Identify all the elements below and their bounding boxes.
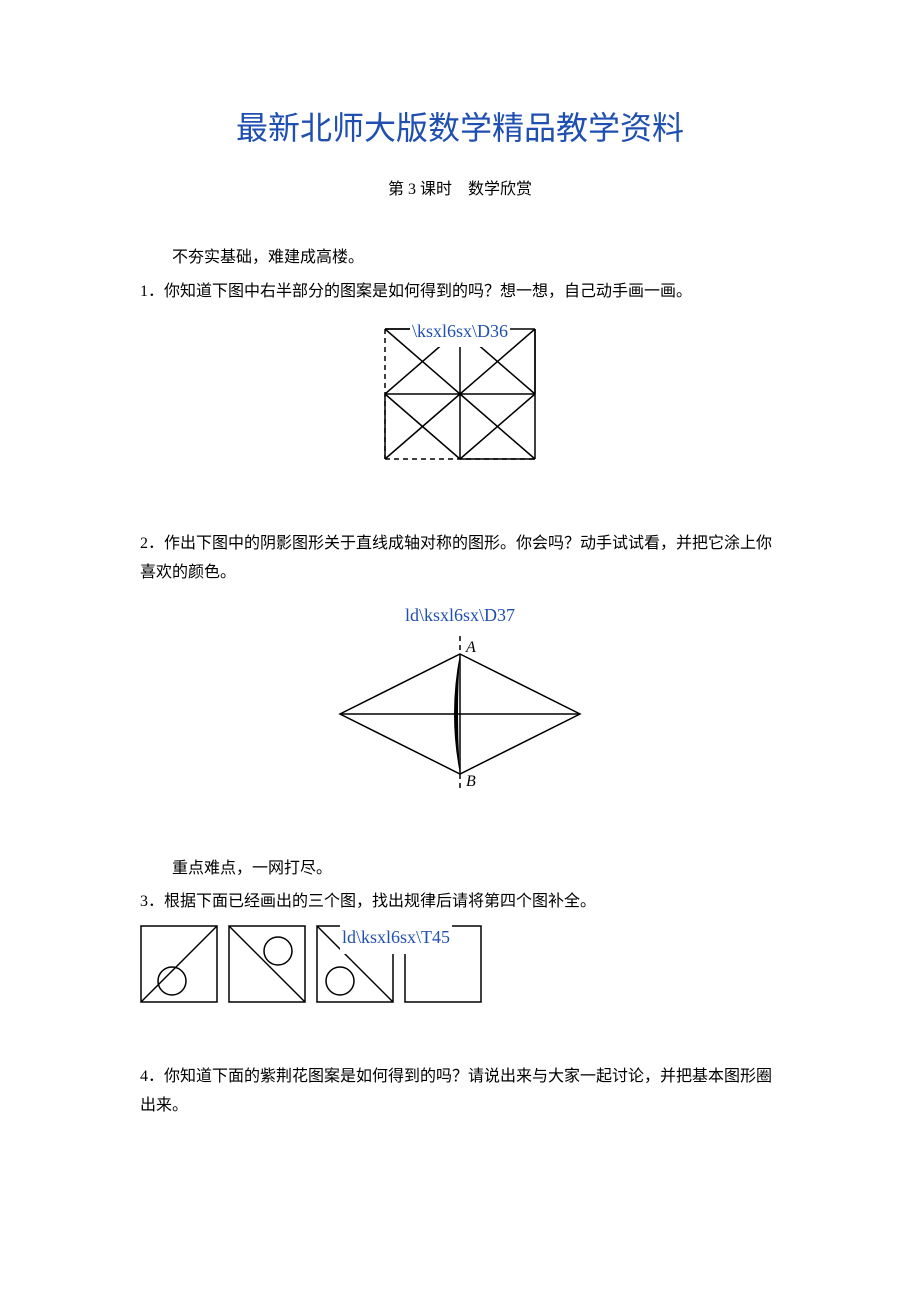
question-3: 3．根据下面已经画出的三个图，找出规律后请将第四个图补全。 [140, 888, 780, 917]
question-4-text: 你知道下面的紫荆花图案是如何得到的吗？请说出来与大家一起讨论，并把基本图形圈出来… [140, 1068, 772, 1114]
page-title: 最新北师大版数学精品教学资料 [140, 100, 780, 158]
figure-2-wrap: A B [330, 634, 590, 794]
svg-text:B: B [466, 773, 476, 790]
pattern-box-1 [140, 925, 218, 1003]
intro-text-2: 重点难点，一网打尽。 [140, 855, 780, 884]
question-3-num: 3． [140, 893, 164, 910]
question-2-num: 2． [140, 535, 164, 552]
pattern-box-2 [228, 925, 306, 1003]
figure-3-label: ld\ksxl6sx\T45 [340, 921, 452, 953]
figure-1-container: \ksxl6sx\D36 [140, 319, 780, 480]
intro-text-1: 不夯实基础，难建成高楼。 [140, 244, 780, 273]
question-3-text: 根据下面已经画出的三个图，找出规律后请将第四个图补全。 [164, 893, 596, 910]
figure-2-container: ld\ksxl6sx\D37 A B [140, 599, 780, 804]
page-subtitle: 第 3 课时 数学欣赏 [140, 176, 780, 205]
svg-text:A: A [465, 639, 476, 656]
question-2-text: 作出下图中的阴影图形关于直线成轴对称的图形。你会吗？动手试试看，并把它涂上你喜欢… [140, 535, 772, 581]
question-2: 2．作出下图中的阴影图形关于直线成轴对称的图形。你会吗？动手试试看，并把它涂上你… [140, 530, 780, 588]
question-1-num: 1． [140, 283, 164, 300]
question-1: 1．你知道下图中右半部分的图案是如何得到的吗？想一想，自己动手画一画。 [140, 278, 780, 307]
figure-1-wrap: \ksxl6sx\D36 [375, 319, 545, 469]
figure-1-label: \ksxl6sx\D36 [410, 315, 510, 347]
question-4: 4．你知道下面的紫荆花图案是如何得到的吗？请说出来与大家一起讨论，并把基本图形圈… [140, 1063, 780, 1121]
figure-3-row: ld\ksxl6sx\T45 [140, 925, 780, 1003]
question-4-num: 4． [140, 1068, 164, 1085]
figure-2-svg: A B [330, 634, 590, 794]
question-1-text: 你知道下图中右半部分的图案是如何得到的吗？想一想，自己动手画一画。 [164, 283, 692, 300]
figure-2-label: ld\ksxl6sx\D37 [140, 599, 780, 631]
